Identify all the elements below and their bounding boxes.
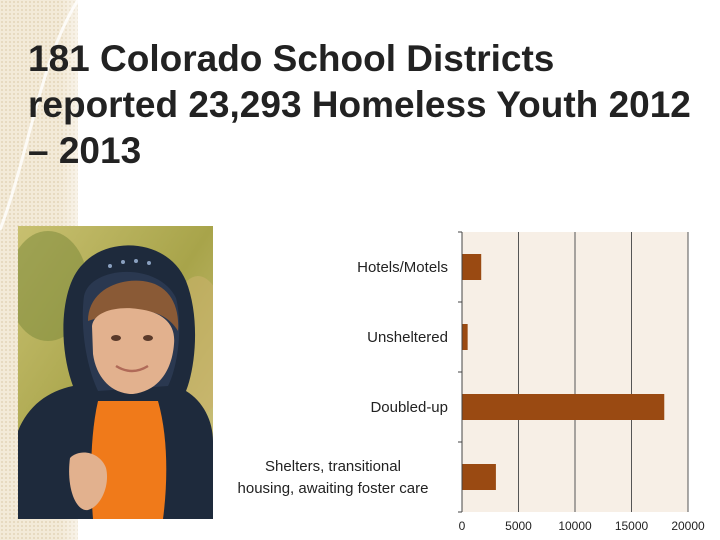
- category-label: Shelters, transitional: [265, 458, 401, 475]
- photo-eye: [111, 335, 121, 341]
- photo-shirt: [91, 401, 167, 519]
- category-labels: Hotels/Motels Unsheltered Doubled-up Shelte…: [238, 259, 448, 497]
- slide-title: 181 Colorado School Districts reported 2…: [28, 38, 691, 171]
- photo-smile: [115, 364, 149, 373]
- x-tick-label: 0: [459, 519, 466, 533]
- photo-hood-studs: [108, 259, 151, 268]
- x-tick-labels: 0 5000 10000 15000 20000: [459, 519, 705, 533]
- bars: [462, 254, 665, 490]
- category-label: Doubled-up: [370, 399, 448, 416]
- gridlines: [458, 231, 689, 513]
- bar: [462, 394, 665, 420]
- photo-hair: [88, 280, 179, 331]
- bar: [462, 464, 496, 490]
- bar-chart: Hotels/Motels Unsheltered Doubled-up Shelte…: [238, 231, 705, 533]
- photo-hand: [69, 452, 108, 511]
- x-tick-label: 10000: [558, 519, 592, 533]
- x-tick-label: 15000: [615, 519, 649, 533]
- x-tick-label: 5000: [505, 519, 532, 533]
- category-label: Hotels/Motels: [357, 259, 448, 276]
- category-label: housing, awaiting foster care: [238, 480, 429, 497]
- photo-eye: [143, 335, 153, 341]
- bar: [462, 254, 482, 280]
- teen-photo: [18, 226, 213, 519]
- category-label: Unsheltered: [367, 329, 448, 346]
- photo-face: [92, 308, 175, 394]
- bar: [462, 324, 468, 350]
- x-tick-label: 20000: [671, 519, 705, 533]
- slide-decoration-curve: [0, 0, 80, 231]
